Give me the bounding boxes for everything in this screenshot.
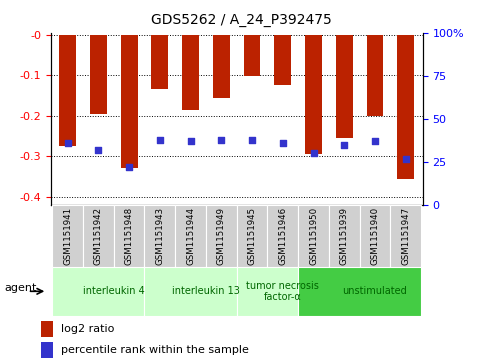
Bar: [397, 35, 414, 179]
Text: GSM1151948: GSM1151948: [125, 207, 134, 265]
Point: [156, 137, 164, 143]
Point: [95, 147, 102, 153]
Bar: [243, 35, 260, 76]
Bar: [59, 35, 76, 146]
Bar: [390, 205, 421, 267]
Point: [64, 140, 71, 146]
Text: GSM1151946: GSM1151946: [278, 207, 287, 265]
Bar: [83, 205, 114, 267]
Bar: [360, 205, 390, 267]
Bar: [336, 35, 353, 138]
Text: GSM1151947: GSM1151947: [401, 207, 410, 265]
Text: GSM1151940: GSM1151940: [370, 207, 380, 265]
Point: [187, 138, 195, 144]
Point: [371, 138, 379, 144]
Point: [125, 164, 133, 170]
Bar: [268, 205, 298, 267]
Bar: [237, 267, 298, 316]
Point: [341, 142, 348, 148]
Text: GDS5262 / A_24_P392475: GDS5262 / A_24_P392475: [151, 13, 332, 27]
Text: GSM1151944: GSM1151944: [186, 207, 195, 265]
Text: unstimulated: unstimulated: [342, 286, 407, 296]
Bar: [298, 205, 329, 267]
Bar: [41, 321, 53, 337]
Text: interleukin 4: interleukin 4: [83, 286, 144, 296]
Text: percentile rank within the sample: percentile rank within the sample: [61, 345, 248, 355]
Bar: [182, 35, 199, 110]
Bar: [144, 205, 175, 267]
Point: [402, 156, 410, 162]
Text: log2 ratio: log2 ratio: [61, 324, 114, 334]
Bar: [41, 342, 53, 358]
Bar: [298, 267, 421, 316]
Bar: [329, 205, 360, 267]
Bar: [305, 35, 322, 154]
Text: agent: agent: [5, 283, 37, 293]
Bar: [367, 35, 384, 116]
Bar: [213, 35, 230, 98]
Bar: [206, 205, 237, 267]
Bar: [237, 205, 268, 267]
Bar: [114, 205, 144, 267]
Text: GSM1151942: GSM1151942: [94, 207, 103, 265]
Bar: [121, 35, 138, 168]
Bar: [52, 267, 144, 316]
Point: [248, 137, 256, 143]
Bar: [90, 35, 107, 114]
Text: GSM1151945: GSM1151945: [248, 207, 256, 265]
Text: GSM1151943: GSM1151943: [156, 207, 164, 265]
Text: GSM1151941: GSM1151941: [63, 207, 72, 265]
Bar: [151, 35, 168, 89]
Point: [279, 140, 286, 146]
Text: interleukin 13: interleukin 13: [172, 286, 240, 296]
Point: [310, 150, 317, 156]
Text: GSM1151949: GSM1151949: [217, 207, 226, 265]
Bar: [144, 267, 237, 316]
Point: [217, 137, 225, 143]
Bar: [274, 35, 291, 85]
Bar: [175, 205, 206, 267]
Text: GSM1151939: GSM1151939: [340, 207, 349, 265]
Text: GSM1151950: GSM1151950: [309, 207, 318, 265]
Bar: [52, 205, 83, 267]
Text: tumor necrosis
factor-α: tumor necrosis factor-α: [246, 281, 319, 302]
